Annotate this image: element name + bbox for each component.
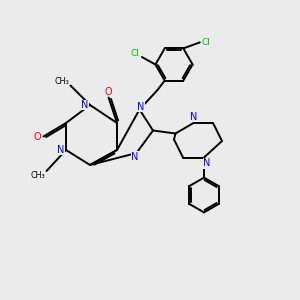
Text: CH₃: CH₃	[55, 77, 70, 86]
Text: N: N	[131, 152, 139, 162]
Text: N: N	[137, 101, 145, 112]
Text: N: N	[57, 145, 64, 155]
Text: Cl: Cl	[131, 49, 140, 58]
Text: CH₃: CH₃	[30, 171, 45, 180]
Text: O: O	[33, 131, 41, 142]
Text: N: N	[81, 100, 88, 110]
Text: O: O	[104, 87, 112, 97]
Text: N: N	[203, 158, 211, 169]
Text: Cl: Cl	[202, 38, 211, 47]
Text: N: N	[190, 112, 197, 122]
